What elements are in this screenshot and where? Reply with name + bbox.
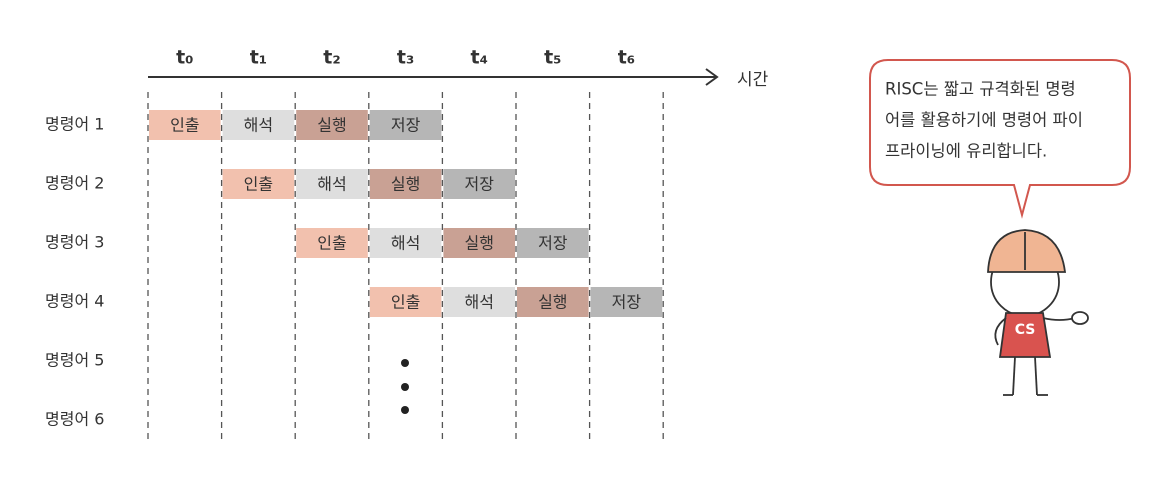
- stage-label: 인출: [170, 116, 199, 135]
- stage-label: 저장: [391, 116, 421, 135]
- stage-label: 해석: [391, 234, 420, 253]
- stage-label: 실행: [538, 293, 567, 312]
- stage-box: [369, 228, 442, 258]
- stage-box: [222, 110, 295, 140]
- stage-label: 저장: [612, 293, 642, 312]
- stage-box: [590, 287, 663, 317]
- stage-label: 인출: [391, 293, 420, 312]
- stage-box: [149, 110, 221, 140]
- bubble-line: 어를 활용하기에 명령어 파이: [885, 111, 1083, 130]
- bubble-shape: [869, 59, 1131, 219]
- stage-label: 인출: [244, 175, 273, 194]
- stage-label: 해석: [464, 293, 493, 312]
- stage-label: 해석: [317, 175, 346, 194]
- stage-box: [443, 228, 515, 258]
- ellipsis: [401, 359, 409, 414]
- row-label: 명령어 1: [45, 115, 104, 134]
- row-label: 명령어 3: [45, 233, 104, 252]
- bubble-line: RISC는 짧고 규격화된 명령: [885, 80, 1076, 99]
- row-label: 명령어 4: [45, 292, 104, 311]
- stage-label: 실행: [317, 116, 346, 135]
- stage-box: [517, 287, 589, 317]
- arm-left: [994, 317, 1007, 346]
- helmet: [987, 229, 1067, 273]
- stage-label: 해석: [244, 116, 273, 135]
- stage-box: [222, 169, 295, 199]
- bubble-line: 프라이닝에 유리합니다.: [885, 142, 1047, 161]
- stage-box: [296, 228, 368, 258]
- dot: [401, 383, 409, 391]
- time-tick: t₆: [618, 47, 635, 69]
- time-tick: t₃: [397, 47, 414, 69]
- stage-label: 저장: [538, 234, 568, 253]
- time-tick: t₀: [176, 47, 193, 69]
- grid: t₀ t₁ t₂ t₃ t₄ t₅ t₆: [147, 47, 664, 442]
- stage-box: [443, 287, 515, 317]
- time-tick: t₁: [250, 47, 267, 69]
- stage-box: [296, 169, 368, 199]
- stage-box: [517, 228, 589, 258]
- stage-label: 실행: [391, 175, 420, 194]
- stage-label: 저장: [464, 175, 494, 194]
- stage-box: [369, 287, 442, 317]
- row-label: 명령어 5: [45, 351, 104, 370]
- dot: [401, 406, 409, 414]
- leg-left: [1012, 356, 1016, 396]
- stage-box: [369, 110, 442, 140]
- row-label: 명령어 2: [45, 174, 104, 193]
- time-tick: t₂: [323, 47, 340, 69]
- stage-label: 실행: [464, 234, 493, 253]
- shirt: [998, 312, 1052, 358]
- character: CS: [987, 229, 1089, 396]
- axis-label: 시간: [737, 70, 769, 90]
- leg-right: [1034, 356, 1038, 396]
- hand: [1071, 311, 1089, 325]
- shirt-label: CS: [1015, 322, 1036, 338]
- stage-box: [369, 169, 442, 199]
- stage-box: [443, 169, 515, 199]
- dot: [401, 359, 409, 367]
- row-label: 명령어 6: [45, 410, 104, 429]
- time-arrowhead: [705, 68, 719, 86]
- time-tick: t₄: [470, 47, 487, 69]
- stage-label: 인출: [317, 234, 346, 253]
- time-tick: t₅: [544, 47, 561, 69]
- stage-box: [296, 110, 368, 140]
